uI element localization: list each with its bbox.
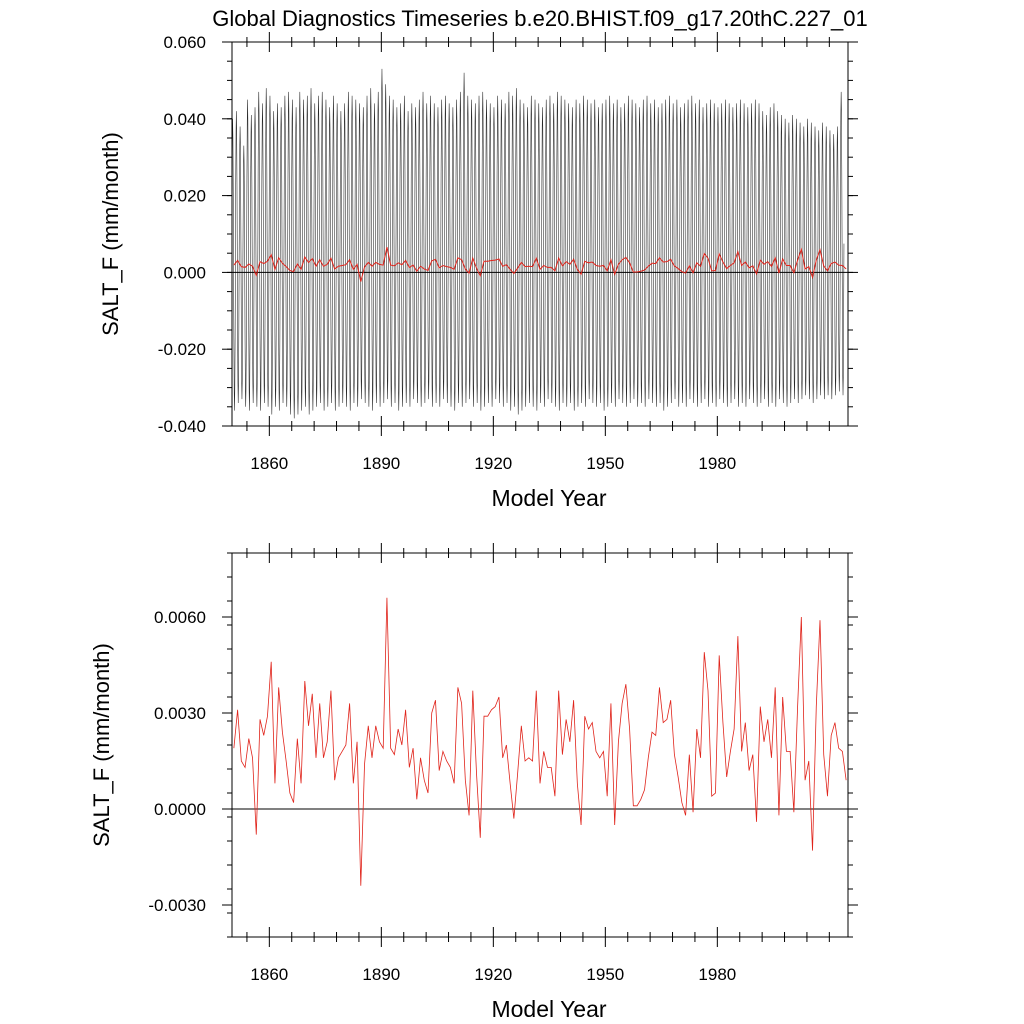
- series-annual-mean-line: [233, 597, 847, 886]
- y-tick-label: 0.0060: [154, 608, 206, 627]
- y-axis-label: SALT_F (mm/month): [89, 643, 114, 847]
- bottom-panel: 1860 1890 1920 1950 1980 -0.0030 0.0000 0.0030 0…: [89, 543, 858, 1022]
- x-tick-label: 1860: [250, 965, 288, 984]
- chart-title: Global Diagnostics Timeseries b.e20.BHIS…: [212, 6, 868, 31]
- x-tick-label: 1980: [698, 454, 736, 473]
- x-tick-label: 1920: [474, 965, 512, 984]
- x-tick-label: 1890: [362, 965, 400, 984]
- y-tick-label: 0.020: [163, 187, 206, 206]
- x-tick-label: 1890: [362, 454, 400, 473]
- y-tick-label: 0.060: [163, 33, 206, 52]
- series-monthly-line: [232, 68, 845, 419]
- x-tick-label: 1860: [250, 454, 288, 473]
- plot-area: [232, 597, 848, 886]
- y-tick-label: 0.0000: [154, 800, 206, 819]
- x-axis-label: Model Year: [491, 996, 606, 1022]
- y-tick-label: 0.000: [163, 263, 206, 282]
- plot-frame: [231, 552, 849, 938]
- plot-area: [232, 68, 848, 419]
- y-tick-label: 0.040: [163, 110, 206, 129]
- top-panel: 1860 1890 1920 1950 1980 -0.040 -0.020 0.000 0.0…: [98, 32, 858, 511]
- y-tick-label: -0.040: [158, 417, 206, 436]
- y-axis-label: SALT_F (mm/month): [98, 132, 123, 336]
- x-tick-label: 1980: [698, 965, 736, 984]
- x-axis-label: Model Year: [491, 485, 606, 511]
- series-annual-mean-line: [233, 246, 847, 282]
- y-tick-label: -0.020: [158, 340, 206, 359]
- x-tick-label: 1950: [586, 454, 624, 473]
- y-tick-label: 0.0030: [154, 704, 206, 723]
- x-tick-label: 1950: [586, 965, 624, 984]
- y-tick-label: -0.0030: [148, 896, 206, 915]
- x-tick-label: 1920: [474, 454, 512, 473]
